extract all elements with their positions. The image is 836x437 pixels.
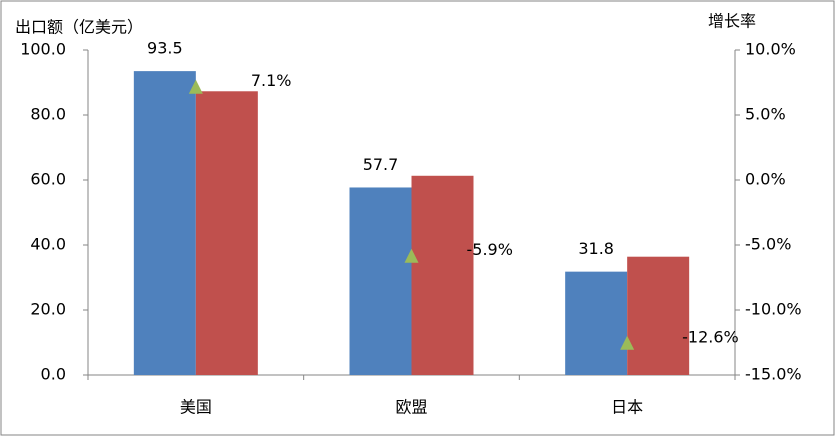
y-tick-label: 100.0 [20, 40, 66, 59]
x-tick-label: 美国 [180, 398, 212, 417]
value-label: 31.8 [578, 239, 614, 258]
bar [349, 187, 412, 375]
y-tick-label: 20.0 [30, 300, 66, 319]
y2-tick-label: 0.0% [745, 170, 786, 189]
value-label: -12.6% [682, 327, 739, 346]
y2-tick-label: -10.0% [745, 300, 802, 319]
value-label: 93.5 [147, 39, 183, 58]
y2-tick-label: -15.0% [745, 365, 802, 384]
y2-axis-title: 增长率 [708, 12, 756, 31]
value-label: 57.7 [363, 155, 399, 174]
x-tick-label: 欧盟 [395, 398, 427, 417]
bar [411, 175, 474, 375]
y-tick-label: 40.0 [30, 235, 66, 254]
y2-tick-label: 5.0% [745, 105, 786, 124]
bar [133, 71, 196, 375]
y2-tick-label: -5.0% [745, 235, 791, 254]
y-axis-title: 出口额（亿美元） [15, 18, 143, 37]
bar [195, 91, 258, 376]
marker [404, 248, 419, 263]
value-label: -5.9% [467, 240, 513, 259]
value-label: 7.1% [251, 71, 292, 90]
marker [188, 79, 203, 94]
y-tick-label: 80.0 [30, 105, 66, 124]
y-tick-label: 0.0 [41, 365, 66, 384]
x-tick-label: 日本 [611, 398, 643, 417]
bar [627, 256, 690, 375]
y-tick-label: 60.0 [30, 170, 66, 189]
bar [565, 271, 628, 375]
y2-tick-label: 10.0% [745, 40, 796, 59]
marker [620, 335, 635, 350]
